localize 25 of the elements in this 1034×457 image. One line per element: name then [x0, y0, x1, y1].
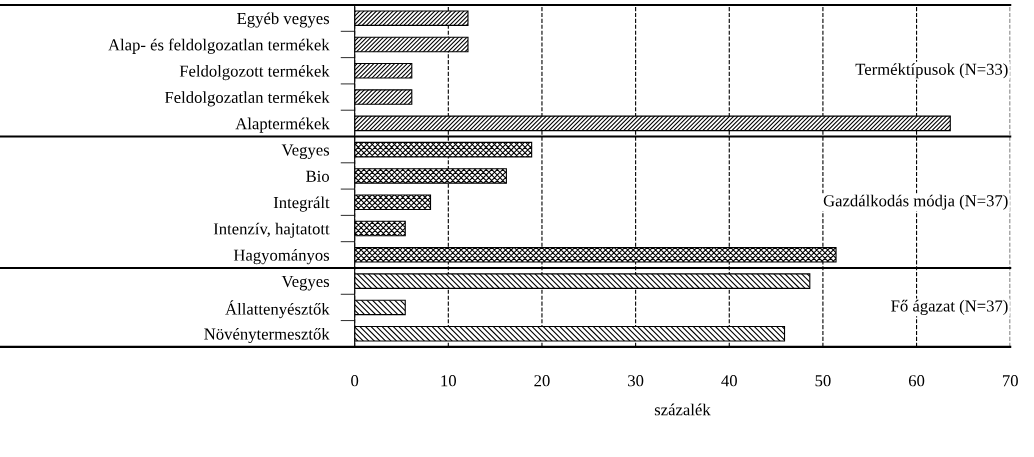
x-tick-label: 50 [815, 375, 831, 387]
annotation: Fő ágazat (N=37) [891, 299, 1008, 316]
y-tick-label: Alaptermékek [235, 117, 330, 133]
y-tick-label: Növénytermesztők [204, 327, 330, 344]
y-tick-label: Bio [306, 170, 330, 182]
x-axis-title: százalék [654, 403, 711, 416]
y-tick-label: Integrált [273, 196, 330, 212]
annotation: Terméktípusok (N=33) [855, 63, 1008, 79]
y-tick-label: Vegyes [281, 144, 330, 160]
x-tick-label: 40 [721, 375, 737, 387]
y-tick-label: Intenzív, hajtatott [213, 222, 330, 238]
x-tick-label: 30 [628, 375, 644, 387]
y-tick-label: Feldolgozott termékek [179, 64, 330, 81]
y-tick-label: Feldolgozatlan termékek [164, 91, 330, 107]
x-tick-label: 0 [351, 375, 359, 387]
x-tick-label: 60 [908, 375, 925, 387]
y-tick-label: Állattenyésztők [225, 300, 330, 319]
y-tick-label: Hagyományos [233, 249, 330, 265]
y-tick-label: Alap- és feldolgozatlan termékek [108, 38, 330, 54]
x-tick-label: 10 [441, 375, 457, 387]
annotation: Gazdálkodás módja (N=37) [823, 194, 1008, 210]
x-tick-label: 20 [534, 375, 550, 387]
x-tick-label: 70 [1002, 375, 1018, 387]
y-tick-label: Vegyes [281, 275, 330, 291]
y-tick-label: Egyéb vegyes [237, 12, 330, 28]
